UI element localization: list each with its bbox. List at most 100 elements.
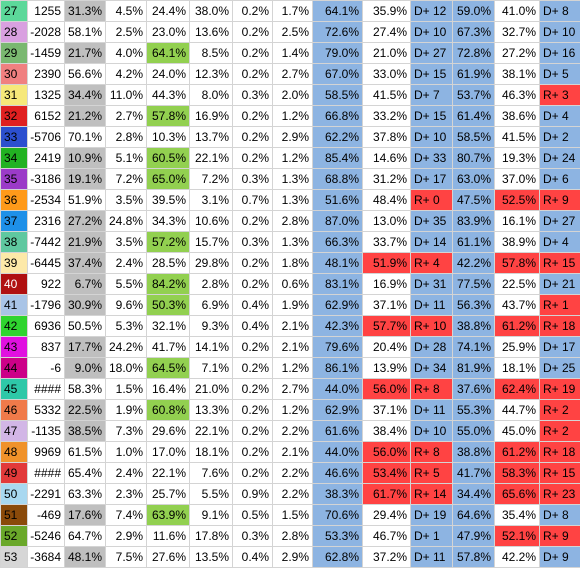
dem-share-2-cell[interactable]: 64.6% bbox=[453, 505, 495, 526]
margin-label-cell[interactable]: D+ 10 bbox=[411, 421, 453, 442]
dem-share-cell[interactable]: 68.8% bbox=[313, 169, 363, 190]
dem-share-2-cell[interactable]: 56.3% bbox=[453, 295, 495, 316]
margin-label-cell[interactable]: D+ 12 bbox=[411, 1, 453, 22]
dem-share-2-cell[interactable]: 38.8% bbox=[453, 316, 495, 337]
rep-share-2-cell[interactable]: 32.7% bbox=[495, 22, 540, 43]
net-change-cell[interactable]: -6 bbox=[28, 358, 65, 379]
district-id-cell[interactable]: 52 bbox=[1, 526, 28, 547]
rep-share-2-cell[interactable]: 45.0% bbox=[495, 421, 540, 442]
share-6-cell[interactable]: 1.8% bbox=[273, 253, 313, 274]
rep-share-cell[interactable]: 61.7% bbox=[363, 484, 411, 505]
share-5-cell[interactable]: 0.2% bbox=[233, 337, 273, 358]
district-id-cell[interactable]: 32 bbox=[1, 106, 28, 127]
net-change-cell[interactable]: 837 bbox=[28, 337, 65, 358]
share-5-cell[interactable]: 0.2% bbox=[233, 106, 273, 127]
district-id-cell[interactable]: 43 bbox=[1, 337, 28, 358]
share-6-cell[interactable]: 1.3% bbox=[273, 169, 313, 190]
share-2-cell[interactable]: 2.4% bbox=[106, 463, 147, 484]
rep-share-2-cell[interactable]: 38.6% bbox=[495, 106, 540, 127]
dem-share-2-cell[interactable]: 58.5% bbox=[453, 127, 495, 148]
margin-label-cell[interactable]: D+ 14 bbox=[411, 232, 453, 253]
rep-share-2-cell[interactable]: 25.9% bbox=[495, 337, 540, 358]
district-id-cell[interactable]: 34 bbox=[1, 148, 28, 169]
share-6-cell[interactable]: 2.1% bbox=[273, 442, 313, 463]
dem-share-cell[interactable]: 86.1% bbox=[313, 358, 363, 379]
margin-label-cell[interactable]: D+ 11 bbox=[411, 547, 453, 568]
share-4-cell[interactable]: 18.1% bbox=[190, 442, 233, 463]
margin-label-2-cell[interactable]: D+ 8 bbox=[540, 505, 580, 526]
rep-share-2-cell[interactable]: 18.1% bbox=[495, 358, 540, 379]
dem-share-cell[interactable]: 62.9% bbox=[313, 295, 363, 316]
district-id-cell[interactable]: 29 bbox=[1, 43, 28, 64]
margin-label-2-cell[interactable]: D+ 24 bbox=[540, 148, 580, 169]
share-1-cell[interactable]: 27.2% bbox=[65, 211, 106, 232]
dem-share-cell[interactable]: 79.0% bbox=[313, 43, 363, 64]
share-5-cell[interactable]: 0.4% bbox=[233, 295, 273, 316]
district-id-cell[interactable]: 47 bbox=[1, 421, 28, 442]
share-4-cell[interactable]: 21.0% bbox=[190, 379, 233, 400]
rep-share-cell[interactable]: 33.0% bbox=[363, 64, 411, 85]
share-1-cell[interactable]: 58.3% bbox=[65, 379, 106, 400]
share-4-cell[interactable]: 22.1% bbox=[190, 421, 233, 442]
share-6-cell[interactable]: 2.7% bbox=[273, 379, 313, 400]
share-5-cell[interactable]: 0.2% bbox=[233, 148, 273, 169]
rep-share-2-cell[interactable]: 16.1% bbox=[495, 211, 540, 232]
margin-label-cell[interactable]: D+ 28 bbox=[411, 337, 453, 358]
share-5-cell[interactable]: 0.2% bbox=[233, 463, 273, 484]
share-5-cell[interactable]: 0.7% bbox=[233, 190, 273, 211]
rep-share-cell[interactable]: 33.7% bbox=[363, 232, 411, 253]
rep-share-2-cell[interactable]: 58.3% bbox=[495, 463, 540, 484]
margin-label-2-cell[interactable]: R+ 19 bbox=[540, 379, 580, 400]
margin-label-2-cell[interactable]: D+ 2 bbox=[540, 127, 580, 148]
rep-share-cell[interactable]: 46.7% bbox=[363, 526, 411, 547]
share-6-cell[interactable]: 1.2% bbox=[273, 358, 313, 379]
share-3-cell[interactable]: 57.8% bbox=[147, 106, 190, 127]
net-change-cell[interactable]: 6152 bbox=[28, 106, 65, 127]
share-2-cell[interactable]: 11.0% bbox=[106, 85, 147, 106]
margin-label-cell[interactable]: D+ 27 bbox=[411, 43, 453, 64]
rep-share-cell[interactable]: 35.9% bbox=[363, 1, 411, 22]
share-3-cell[interactable]: 60.8% bbox=[147, 400, 190, 421]
dem-share-2-cell[interactable]: 53.7% bbox=[453, 85, 495, 106]
rep-share-cell[interactable]: 57.7% bbox=[363, 316, 411, 337]
share-4-cell[interactable]: 9.1% bbox=[190, 505, 233, 526]
net-change-cell[interactable]: #### bbox=[28, 463, 65, 484]
share-4-cell[interactable]: 13.5% bbox=[190, 547, 233, 568]
district-id-cell[interactable]: 40 bbox=[1, 274, 28, 295]
share-1-cell[interactable]: 30.9% bbox=[65, 295, 106, 316]
share-2-cell[interactable]: 2.9% bbox=[106, 526, 147, 547]
rep-share-2-cell[interactable]: 57.8% bbox=[495, 253, 540, 274]
share-2-cell[interactable]: 1.9% bbox=[106, 400, 147, 421]
share-4-cell[interactable]: 12.3% bbox=[190, 64, 233, 85]
dem-share-cell[interactable]: 79.6% bbox=[313, 337, 363, 358]
rep-share-2-cell[interactable]: 62.4% bbox=[495, 379, 540, 400]
rep-share-2-cell[interactable]: 65.6% bbox=[495, 484, 540, 505]
dem-share-2-cell[interactable]: 42.2% bbox=[453, 253, 495, 274]
rep-share-2-cell[interactable]: 52.5% bbox=[495, 190, 540, 211]
dem-share-2-cell[interactable]: 81.9% bbox=[453, 358, 495, 379]
net-change-cell[interactable]: -7442 bbox=[28, 232, 65, 253]
dem-share-2-cell[interactable]: 74.1% bbox=[453, 337, 495, 358]
district-id-cell[interactable]: 45 bbox=[1, 379, 28, 400]
share-6-cell[interactable]: 2.5% bbox=[273, 22, 313, 43]
rep-share-cell[interactable]: 31.2% bbox=[363, 169, 411, 190]
district-id-cell[interactable]: 27 bbox=[1, 1, 28, 22]
share-1-cell[interactable]: 63.3% bbox=[65, 484, 106, 505]
share-2-cell[interactable]: 5.3% bbox=[106, 316, 147, 337]
share-1-cell[interactable]: 21.9% bbox=[65, 232, 106, 253]
district-id-cell[interactable]: 46 bbox=[1, 400, 28, 421]
share-2-cell[interactable]: 1.5% bbox=[106, 379, 147, 400]
margin-label-2-cell[interactable]: D+ 10 bbox=[540, 22, 580, 43]
rep-share-cell[interactable]: 41.5% bbox=[363, 85, 411, 106]
share-3-cell[interactable]: 39.5% bbox=[147, 190, 190, 211]
dem-share-2-cell[interactable]: 55.0% bbox=[453, 421, 495, 442]
dem-share-2-cell[interactable]: 61.9% bbox=[453, 64, 495, 85]
net-change-cell[interactable]: -1135 bbox=[28, 421, 65, 442]
share-6-cell[interactable]: 1.3% bbox=[273, 190, 313, 211]
share-3-cell[interactable]: 32.1% bbox=[147, 316, 190, 337]
net-change-cell[interactable]: 6936 bbox=[28, 316, 65, 337]
margin-label-cell[interactable]: D+ 11 bbox=[411, 400, 453, 421]
share-3-cell[interactable]: 16.4% bbox=[147, 379, 190, 400]
dem-share-2-cell[interactable]: 55.3% bbox=[453, 400, 495, 421]
share-4-cell[interactable]: 13.6% bbox=[190, 22, 233, 43]
